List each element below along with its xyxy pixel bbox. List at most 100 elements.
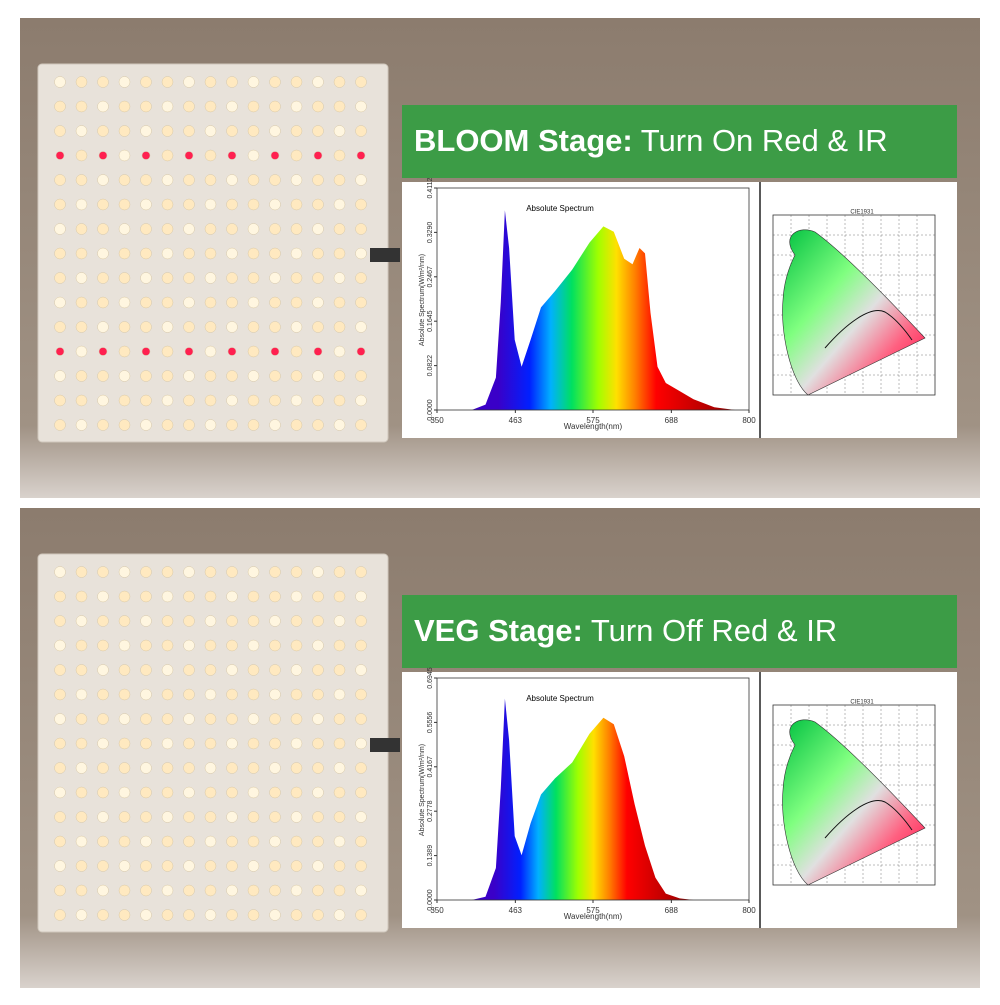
led [204,615,217,627]
led [333,296,346,309]
x-axis-label: Wavelength(nm) [564,912,623,921]
x-tick-label: 688 [665,416,679,425]
led [333,321,346,333]
led [226,370,238,382]
led [161,566,174,578]
y-tick-label: 0.2467 [427,266,434,288]
led [269,688,281,701]
led [183,566,195,578]
led [312,125,324,137]
led [333,223,346,235]
led [97,394,109,407]
led [204,566,217,578]
led [269,419,281,431]
led [247,76,260,88]
led [140,100,152,113]
led [161,615,174,627]
led [356,347,366,356]
led [355,884,367,897]
x-tick-label: 350 [430,416,444,425]
x-tick-label: 800 [742,416,756,425]
led [118,149,131,162]
led [98,347,108,356]
led [204,100,217,113]
led [183,296,195,309]
led [312,737,324,750]
led [333,198,346,211]
led [204,321,217,333]
led [161,664,174,676]
led [140,786,152,799]
led [75,615,88,627]
led [140,688,152,701]
led [312,566,324,578]
led [55,151,65,160]
led [333,76,346,88]
led [269,272,281,284]
led [204,664,217,676]
y-axis-label: Absolute Spectrum(W/m²/nm) [419,744,426,836]
led [247,713,260,725]
led [226,566,238,578]
y-tick-label: 0.6945 [427,667,434,689]
led [118,272,131,284]
led [97,762,109,774]
led [75,835,88,848]
led [161,884,174,897]
led [183,247,195,260]
led [312,321,324,333]
led [161,394,174,407]
led [161,419,174,431]
y-axis-label: Absolute Spectrum(W/m²/nm) [419,254,426,346]
led [333,884,346,897]
led [226,811,238,823]
led [183,835,195,848]
led [269,860,281,872]
led [290,713,303,725]
led [247,835,260,848]
spectrum-title: Absolute Spectrum [526,694,594,703]
spectrum-area [471,210,736,410]
led [183,664,195,676]
led [98,151,108,160]
led [355,713,367,725]
led [247,345,260,358]
led [118,786,131,799]
led [161,713,174,725]
led [269,762,281,774]
led [118,174,131,186]
led [226,321,238,333]
led [183,884,195,897]
led [97,860,109,872]
led [183,272,195,284]
x-tick-label: 688 [665,906,679,915]
led [290,762,303,774]
led [333,835,346,848]
led [355,664,367,676]
led [140,713,152,725]
led [290,174,303,186]
banner-bold: BLOOM Stage: [414,123,633,158]
led [75,247,88,260]
led [161,149,174,162]
led [140,394,152,407]
led [54,762,66,774]
led [204,125,217,137]
led [118,419,131,431]
led [333,688,346,701]
led [269,713,281,725]
led [355,786,367,799]
led [54,639,66,652]
led [204,884,217,897]
led [355,247,367,260]
led [269,884,281,897]
led [161,345,174,358]
led [140,419,152,431]
led [290,811,303,823]
led [226,590,238,603]
banner-title: VEG Stage: Turn Off Red & IR [414,613,837,648]
led [161,198,174,211]
led [269,615,281,627]
led [161,835,174,848]
led [161,100,174,113]
